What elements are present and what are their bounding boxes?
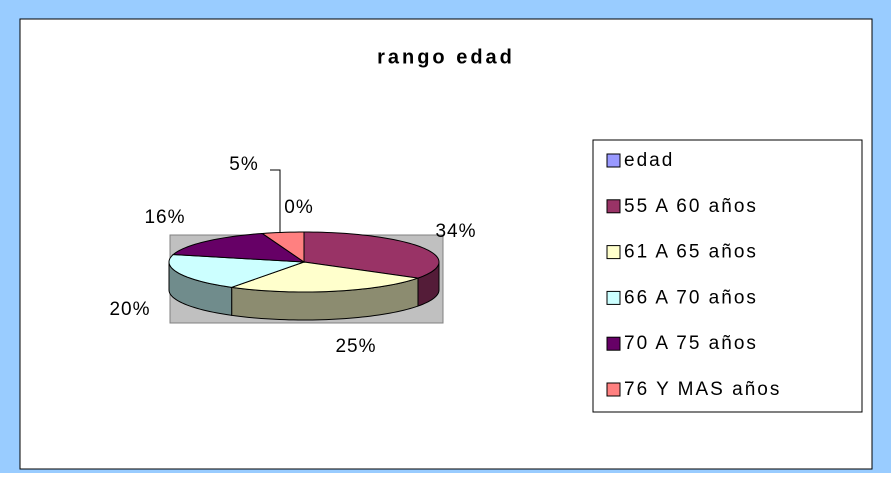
legend-label: 61 A 65 años — [624, 242, 758, 263]
data-label: 34% — [435, 221, 476, 242]
data-label: 25% — [335, 336, 376, 357]
data-label: 16% — [144, 207, 185, 228]
data-label: 0% — [284, 197, 313, 218]
pie-sides — [168, 261, 440, 321]
legend — [592, 139, 863, 413]
legend-label: 76 Y MAS años — [624, 379, 781, 400]
legend-label: 66 A 70 años — [624, 287, 758, 308]
legend-label: 70 A 75 años — [624, 333, 758, 354]
pie-slice — [231, 261, 419, 293]
pie — [168, 231, 440, 321]
pie-slice — [260, 231, 305, 263]
legend-swatch — [606, 199, 621, 214]
pie-slice — [171, 232, 306, 263]
leader-line — [270, 169, 281, 232]
legend-swatch — [606, 153, 621, 168]
chart-title: rango edad — [377, 46, 515, 68]
legend-label: edad — [624, 150, 674, 171]
pie-tops — [168, 231, 440, 293]
data-label: 5% — [229, 154, 258, 175]
legend-swatch — [606, 382, 621, 397]
legend-swatch — [606, 290, 621, 305]
pie-slice — [168, 254, 305, 288]
legend-swatch — [606, 336, 621, 351]
legend-swatch — [606, 245, 621, 260]
data-label: 20% — [109, 299, 150, 320]
legend-label: 55 A 60 años — [624, 196, 758, 217]
